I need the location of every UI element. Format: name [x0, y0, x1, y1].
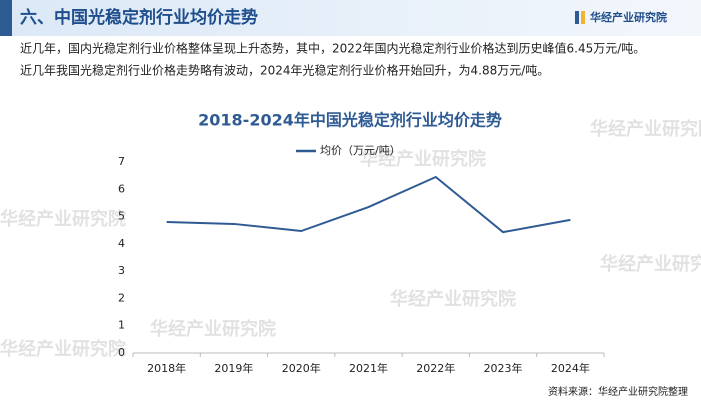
x-tick-label: 2020年 [282, 361, 321, 375]
x-tick-label: 2024年 [551, 361, 590, 375]
logo-icon [581, 11, 585, 24]
legend-label: 均价（万元/吨） [320, 144, 401, 157]
y-tick-label: 3 [118, 264, 125, 277]
logo-icon [575, 11, 579, 24]
source: 资料来源：华经产业研究院整理 [548, 385, 688, 398]
x-tick-label: 2021年 [349, 361, 388, 375]
chart-title: 2018-2024年中国光稳定剂行业均价走势 [198, 111, 502, 130]
watermark: 华经产业研究院 [0, 338, 126, 360]
intro-line: 近几年，国内光稳定剂行业价格整体呈现上升态势，其中，2022年国内光稳定剂行业价… [20, 41, 645, 56]
watermark: 华经产业研究院 [0, 208, 126, 230]
header-title: 六、中国光稳定剂行业均价走势 [20, 7, 258, 28]
watermark: 华经产业研究院 [590, 118, 701, 140]
y-tick-label: 4 [118, 237, 125, 250]
watermark: 华经产业研究院 [360, 148, 486, 170]
x-tick-label: 2022年 [416, 361, 455, 375]
header-accent [0, 0, 12, 36]
x-tick-label: 2018年 [147, 361, 186, 375]
y-tick-label: 7 [118, 155, 125, 168]
watermark: 华经产业研究院 [150, 318, 276, 340]
x-tick-label: 2023年 [484, 361, 523, 375]
y-tick-label: 2 [118, 291, 125, 304]
watermark: 华经产业研究院 [600, 253, 701, 275]
watermarks: 华经产业研究院 华经产业研究院 华经产业研究院 华经产业研究院 华经产业研究院 … [0, 118, 701, 360]
y-tick-label: 5 [118, 210, 125, 223]
x-tick-label: 2019年 [214, 361, 253, 375]
y-tick-label: 6 [118, 182, 125, 195]
logo-text: 华经产业研究院 [590, 10, 667, 24]
plot: 0 1 2 3 4 5 6 7 2018年 2019年 2020年 2021年 2022年 2023年 20… [118, 155, 605, 375]
y-tick-label: 0 [118, 346, 125, 359]
intro-line: 近几年我国光稳定剂行业价格走势略有波动，2024年光稳定剂行业价格开始回升，为4… [20, 63, 549, 78]
y-tick-label: 1 [118, 319, 125, 332]
watermark: 华经产业研究院 [390, 288, 516, 310]
line-series [166, 175, 571, 234]
